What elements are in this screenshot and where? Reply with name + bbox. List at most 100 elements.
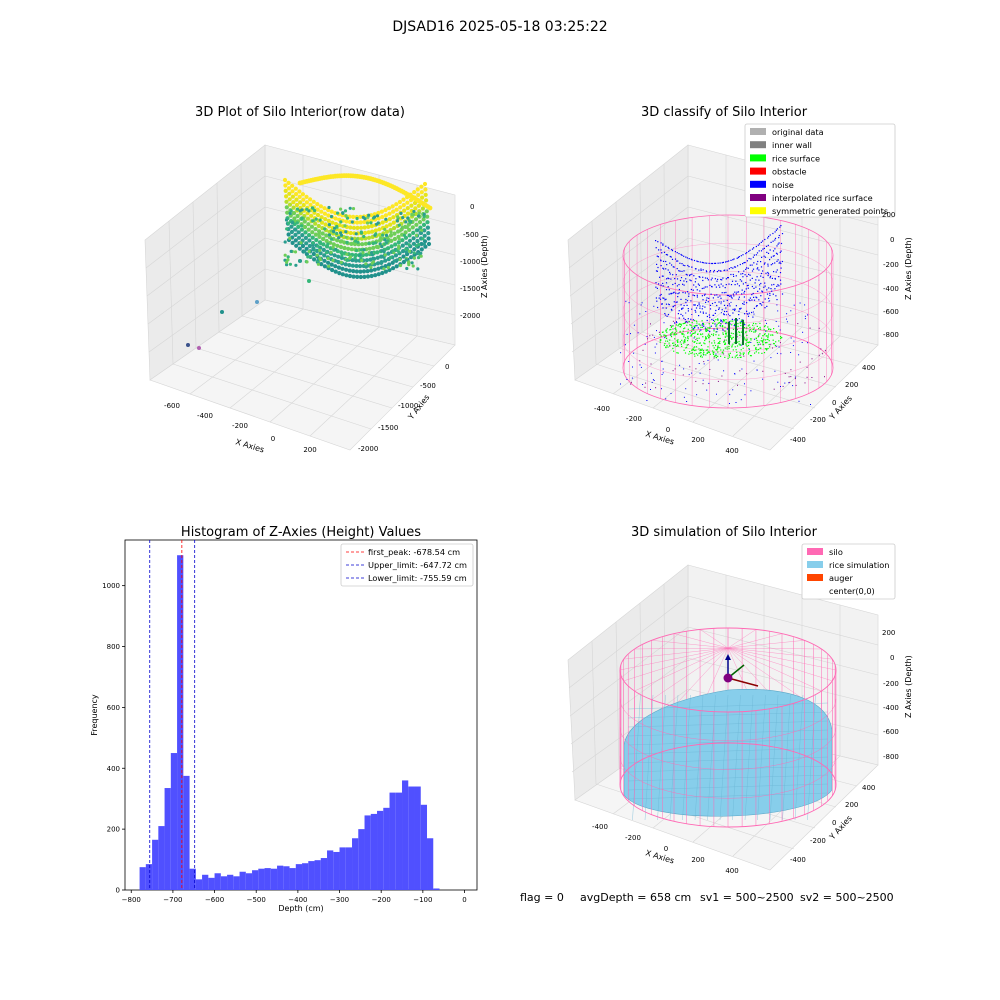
noise-point [706, 315, 708, 318]
raw-point [315, 202, 320, 207]
noise-point [691, 273, 693, 275]
noise-point [743, 301, 745, 303]
rice-surface-point [759, 322, 761, 324]
noise-point [752, 292, 754, 295]
raw-point [340, 253, 344, 257]
rice-surface-point [775, 331, 777, 333]
raw-point [383, 207, 388, 213]
raw-point [317, 229, 322, 234]
noise-point [765, 330, 766, 332]
classify-plot-title: 3D classify of Silo Interior [641, 105, 808, 120]
noise-point [712, 319, 715, 321]
noise-point [737, 291, 740, 293]
interpolated-point [762, 370, 764, 372]
rice-surface-point [700, 349, 702, 351]
raw-point [293, 250, 298, 254]
raw-point [344, 219, 349, 224]
rice-surface-point [693, 332, 695, 334]
noise-point [711, 277, 713, 279]
raw-point [351, 269, 356, 274]
noise-point [686, 274, 688, 276]
noise-point [702, 269, 704, 271]
noise-point [662, 244, 664, 246]
rice-surface-point [724, 336, 727, 338]
noise-point [661, 275, 663, 277]
noise-point [670, 278, 672, 280]
raw-point [299, 227, 304, 232]
raw-point [395, 258, 399, 262]
noise-point [725, 291, 727, 294]
noise-point [728, 283, 730, 285]
noise-point [709, 316, 711, 318]
noise-point [753, 360, 755, 362]
raw-point [295, 221, 299, 225]
rice-surface-point [775, 341, 777, 343]
rice-mesh-line [732, 694, 741, 821]
noise-point [718, 269, 720, 272]
rice-surface-point [717, 318, 719, 320]
legend-swatch [807, 587, 823, 594]
noise-point [662, 297, 664, 299]
rice-surface-point [670, 326, 672, 328]
noise-point [756, 305, 758, 307]
noise-point [736, 291, 738, 293]
noise-point [712, 262, 714, 265]
raw-y-tick: -1000 [398, 402, 418, 410]
raw-point [417, 256, 421, 260]
noise-point [761, 256, 763, 258]
rice-surface-point [684, 327, 686, 329]
raw-point [373, 215, 377, 219]
noise-point [735, 305, 737, 307]
noise-point [664, 299, 666, 301]
raw-point [416, 214, 421, 218]
noise-point [774, 237, 777, 239]
rice-surface-point [749, 329, 751, 331]
noise-point [749, 274, 751, 276]
noise-point [668, 278, 670, 280]
raw-point [289, 229, 294, 235]
histogram-x-tick-label: −200 [372, 896, 391, 904]
rice-surface-point [726, 346, 728, 348]
classify-z-tick: 0 [890, 236, 894, 244]
noise-point [780, 242, 783, 245]
histogram-bar [333, 851, 340, 890]
rice-surface-point [739, 356, 741, 358]
legend-swatch [807, 561, 823, 568]
interpolated-point [639, 360, 641, 362]
noise-point [685, 301, 687, 304]
raw-point [417, 211, 421, 215]
noise-point [667, 314, 670, 316]
noise-point [776, 352, 778, 354]
raw-point [326, 242, 330, 246]
raw-point [309, 255, 313, 259]
legend-label: rice surface [772, 153, 820, 163]
rice-surface-point [683, 334, 685, 336]
rice-surface-point [674, 334, 676, 336]
noise-point [685, 278, 687, 280]
noise-point [749, 279, 751, 281]
noise-point [758, 243, 761, 245]
rice-surface-point [713, 351, 715, 353]
noise-point [729, 394, 731, 396]
raw-point [331, 245, 335, 249]
histogram-y-tick-label: 1000 [102, 582, 120, 590]
interpolated-point [682, 374, 684, 376]
raw-point [293, 186, 298, 191]
noise-point [626, 379, 628, 380]
histogram-bar [395, 792, 403, 890]
noise-point [764, 238, 766, 241]
rice-surface-point [692, 349, 695, 351]
raw-point [308, 202, 313, 207]
noise-point [693, 275, 695, 277]
noise-point [779, 226, 781, 228]
noise-point [673, 301, 675, 303]
rice-surface-point [724, 342, 726, 344]
rice-surface-point [756, 325, 758, 327]
noise-point [698, 302, 700, 304]
legend-label: rice simulation [829, 560, 889, 570]
rice-surface-point [687, 340, 689, 342]
interpolated-point [723, 339, 725, 341]
noise-point [771, 284, 773, 286]
rice-surface-point [690, 324, 692, 326]
raw-point [322, 253, 327, 258]
